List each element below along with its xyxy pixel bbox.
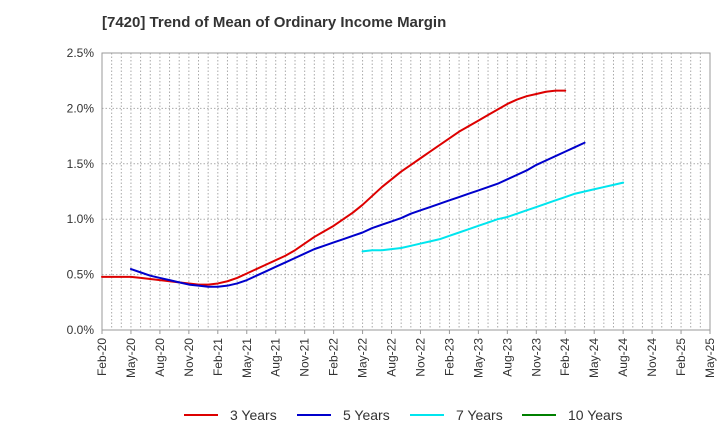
legend-swatch <box>522 414 556 416</box>
legend-item: 7 Years <box>410 404 503 426</box>
chart-title: [7420] Trend of Mean of Ordinary Income … <box>102 14 447 31</box>
y-tick-label: 0.5% <box>67 268 95 282</box>
x-tick-label: May-20 <box>124 338 138 378</box>
series-lines <box>101 89 625 288</box>
plot-frame <box>101 52 711 331</box>
x-tick-label: Aug-21 <box>269 338 283 377</box>
x-tick-label: Nov-24 <box>645 338 659 377</box>
y-tick-label: 1.5% <box>67 157 95 171</box>
x-tick-label: Aug-20 <box>153 338 167 377</box>
grid-lines <box>102 53 710 330</box>
legend-label: 5 Years <box>343 407 390 423</box>
x-tick-label: May-21 <box>240 338 254 378</box>
legend-swatch <box>410 414 444 416</box>
x-tick-label: Aug-24 <box>616 338 630 377</box>
legend-label: 7 Years <box>456 407 503 423</box>
x-tick-label: Nov-20 <box>182 338 196 377</box>
x-tick-label: May-25 <box>703 338 717 378</box>
x-tick-label: Feb-22 <box>327 338 341 376</box>
legend: 3 Years 5 Years 7 Years 10 Years <box>0 404 720 426</box>
x-tick-label: Feb-24 <box>558 338 572 376</box>
series-line-7-years <box>361 181 625 253</box>
legend-swatch <box>297 414 331 416</box>
x-tick-label: Nov-22 <box>413 338 427 377</box>
x-tick-label: May-22 <box>356 338 370 378</box>
legend-label: 10 Years <box>568 407 623 423</box>
y-tick-label: 1.0% <box>67 212 95 226</box>
legend-item: 5 Years <box>297 404 390 426</box>
axes <box>101 52 711 334</box>
legend-item: 3 Years <box>184 404 277 426</box>
y-tick-label: 2.5% <box>67 46 95 60</box>
legend-label: 3 Years <box>230 407 277 423</box>
series-line-5-years <box>129 141 586 288</box>
x-tick-label: Feb-20 <box>95 338 109 376</box>
x-tick-label: May-23 <box>471 338 485 378</box>
tick-labels: 0.0% 0.5% 1.0% 1.5% 2.0% 2.5% Feb-20 May-20 Aug-… <box>67 46 717 378</box>
x-tick-label: Nov-21 <box>298 338 312 377</box>
x-tick-label: Feb-23 <box>442 338 456 376</box>
y-tick-label: 2.0% <box>67 101 95 115</box>
x-tick-label: Feb-21 <box>211 338 225 376</box>
y-tick-label: 0.0% <box>67 323 95 337</box>
x-tick-label: Aug-23 <box>500 338 514 377</box>
x-tick-label: Aug-22 <box>385 338 399 377</box>
legend-swatch <box>184 414 218 416</box>
legend-item: 10 Years <box>522 404 623 426</box>
x-tick-label: May-24 <box>587 338 601 378</box>
x-tick-label: Nov-23 <box>529 338 543 377</box>
x-tick-label: Feb-25 <box>674 338 688 376</box>
